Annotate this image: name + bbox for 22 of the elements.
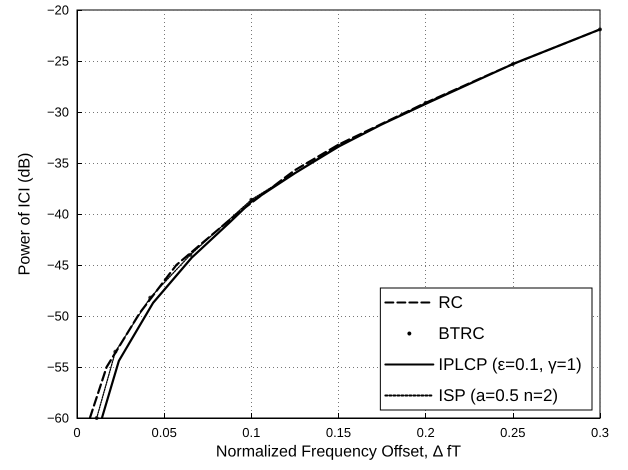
x-tick-label: 0.2 — [416, 425, 435, 440]
legend-label: IPLCP (ε=0.1, γ=1) — [438, 355, 582, 374]
y-tick-label: −20 — [46, 2, 69, 18]
y-tick-label: −35 — [46, 156, 69, 170]
legend-label: BTRC — [438, 324, 485, 343]
y-axis-title: Power of ICI (dB) — [16, 152, 34, 276]
y-tick-label: −55 — [46, 360, 69, 374]
y-tick-label: −50 — [46, 308, 69, 324]
legend-label: ISP (a=0.5 n=2) — [438, 386, 558, 405]
x-tick-label: 0.15 — [326, 425, 352, 440]
y-tick-label: −60 — [46, 410, 69, 426]
x-axis-title: Normalized Frequency Offset, Δ fT — [216, 443, 462, 460]
x-tick-label: 0.05 — [152, 425, 177, 440]
y-tick-label: −45 — [46, 258, 69, 272]
y-tick-label: −30 — [46, 104, 69, 120]
x-tick-label: 0.1 — [242, 425, 260, 440]
legend-label: RC — [438, 293, 463, 312]
x-tick-label: 0.25 — [500, 425, 526, 440]
x-tick-label: 0.3 — [590, 425, 610, 440]
y-tick-label: −25 — [46, 54, 69, 68]
y-tick-label: −40 — [46, 206, 69, 222]
x-tick-label: 0 — [73, 425, 81, 440]
